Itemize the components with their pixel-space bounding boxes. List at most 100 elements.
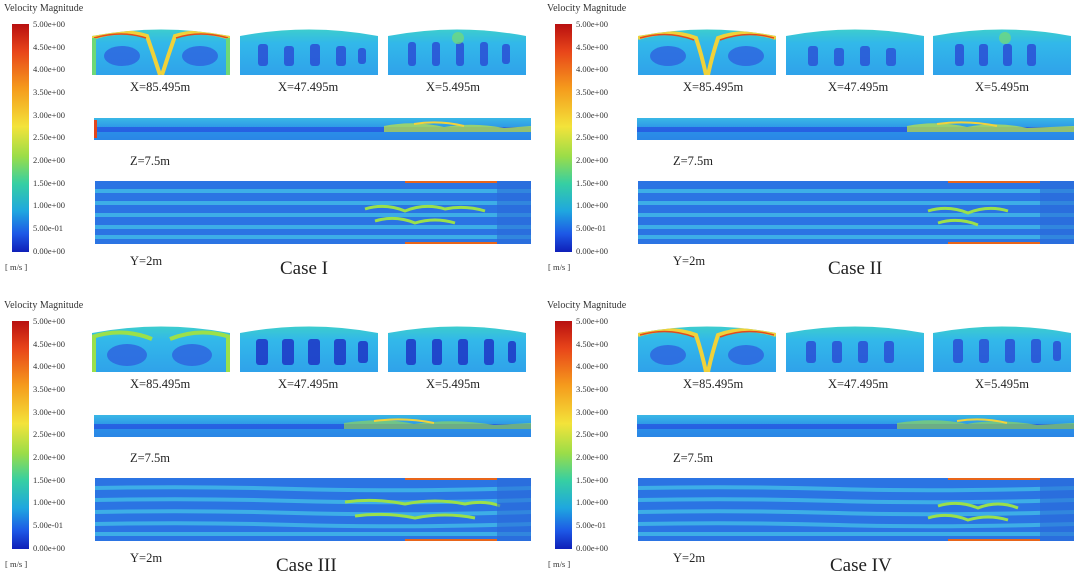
z-plane-label: Z=7.5m	[673, 154, 714, 168]
legend-title: Velocity Magnitude	[4, 300, 84, 311]
tick-label: 2.50e+00	[33, 429, 65, 439]
case-title: Case III	[276, 555, 337, 576]
tick-label: 0.00e+00	[33, 543, 65, 553]
z-plane-contour	[637, 415, 1074, 437]
x-slice-47	[786, 26, 924, 75]
tick-label: 3.00e+00	[576, 407, 608, 417]
tick-label: 5.00e-01	[33, 223, 63, 233]
tick-label: 0.00e+00	[576, 543, 608, 553]
legend-title: Velocity Magnitude	[547, 3, 627, 14]
case-title: Case I	[280, 258, 329, 279]
tick-label: 5.00e+00	[576, 19, 608, 29]
y-plane-contour	[95, 181, 531, 244]
tick-label: 4.00e+00	[33, 64, 65, 74]
y-plane-contour	[95, 478, 531, 541]
tick-label: 4.50e+00	[33, 339, 65, 349]
tick-label: 3.00e+00	[33, 407, 65, 417]
tick-label: 5.00e-01	[576, 520, 606, 530]
unit-label: [ m/s ]	[548, 559, 571, 569]
panel-case-2: Velocity Magnitude 5.00e+00 4.50e+00 4.0…	[543, 0, 1080, 288]
tick-label: 3.00e+00	[576, 110, 608, 120]
x-slice-label: X=47.495m	[278, 80, 339, 94]
panel-case-3: Velocity Magnitude 5.00e+00 4.50e+00 4.0…	[0, 297, 540, 585]
x-slice-label: X=5.495m	[426, 80, 480, 94]
x-slice-85	[92, 323, 230, 372]
legend-title: Velocity Magnitude	[547, 300, 627, 311]
z-plane-label: Z=7.5m	[130, 451, 171, 465]
panel-case-1: Velocity Magnitude 5.00e+00 4.50e+00 4.0…	[0, 0, 540, 288]
tick-label: 4.00e+00	[576, 64, 608, 74]
x-slice-5	[388, 323, 526, 372]
tick-label: 1.00e+00	[576, 497, 608, 507]
x-slice-label: X=85.495m	[683, 377, 744, 391]
unit-label: [ m/s ]	[5, 262, 28, 272]
x-slice-5	[933, 26, 1071, 75]
unit-label: [ m/s ]	[5, 559, 28, 569]
tick-label: 1.50e+00	[33, 178, 65, 188]
colorbar	[555, 321, 572, 549]
z-plane-contour	[94, 415, 531, 437]
tick-label: 2.50e+00	[576, 429, 608, 439]
colorbar	[12, 321, 29, 549]
tick-label: 1.00e+00	[33, 200, 65, 210]
z-plane-contour	[637, 118, 1074, 140]
colorbar	[12, 24, 29, 252]
tick-label: 5.00e-01	[33, 520, 63, 530]
y-plane-label: Y=2m	[673, 551, 706, 565]
tick-label: 3.50e+00	[33, 384, 65, 394]
tick-label: 4.00e+00	[576, 361, 608, 371]
case-title: Case II	[828, 258, 883, 279]
x-slice-label: X=85.495m	[130, 377, 191, 391]
tick-label: 3.50e+00	[33, 87, 65, 97]
tick-label: 5.00e+00	[576, 316, 608, 326]
case-title: Case IV	[830, 555, 892, 576]
x-slice-label: X=85.495m	[683, 80, 744, 94]
z-plane-contour	[94, 118, 531, 140]
tick-label: 4.50e+00	[576, 339, 608, 349]
x-slice-label: X=5.495m	[426, 377, 480, 391]
tick-label: 0.00e+00	[33, 246, 65, 256]
tick-label: 2.00e+00	[33, 155, 65, 165]
colorbar	[555, 24, 572, 252]
tick-label: 5.00e-01	[576, 223, 606, 233]
y-plane-label: Y=2m	[673, 254, 706, 268]
x-slice-47	[240, 323, 378, 372]
tick-label: 2.00e+00	[33, 452, 65, 462]
x-slice-label: X=5.495m	[975, 80, 1029, 94]
unit-label: [ m/s ]	[548, 262, 571, 272]
tick-label: 3.50e+00	[576, 87, 608, 97]
tick-label: 3.00e+00	[33, 110, 65, 120]
tick-label: 4.50e+00	[33, 42, 65, 52]
tick-label: 1.50e+00	[576, 178, 608, 188]
y-plane-contour	[638, 478, 1074, 541]
x-slice-47	[786, 323, 924, 372]
legend-title: Velocity Magnitude	[4, 3, 84, 14]
tick-label: 1.50e+00	[576, 475, 608, 485]
z-plane-label: Z=7.5m	[673, 451, 714, 465]
tick-label: 1.00e+00	[576, 200, 608, 210]
x-slice-label: X=47.495m	[828, 377, 889, 391]
x-slice-label: X=47.495m	[278, 377, 339, 391]
x-slice-label: X=47.495m	[828, 80, 889, 94]
y-plane-label: Y=2m	[130, 254, 163, 268]
tick-label: 4.00e+00	[33, 361, 65, 371]
x-slice-label: X=5.495m	[975, 377, 1029, 391]
y-plane-label: Y=2m	[130, 551, 163, 565]
x-slice-label: X=85.495m	[130, 80, 191, 94]
tick-label: 0.00e+00	[576, 246, 608, 256]
tick-label: 5.00e+00	[33, 316, 65, 326]
x-slice-47	[240, 26, 378, 75]
tick-label: 2.00e+00	[576, 452, 608, 462]
x-slice-85	[92, 26, 230, 75]
tick-label: 1.50e+00	[33, 475, 65, 485]
x-slice-85	[638, 323, 776, 372]
y-plane-contour	[638, 181, 1074, 244]
tick-label: 1.00e+00	[33, 497, 65, 507]
z-plane-label: Z=7.5m	[130, 154, 171, 168]
x-slice-5	[388, 26, 526, 75]
tick-label: 3.50e+00	[576, 384, 608, 394]
panel-case-4: Velocity Magnitude 5.00e+00 4.50e+00 4.0…	[543, 297, 1080, 585]
x-slice-85	[638, 26, 776, 75]
tick-label: 2.00e+00	[576, 155, 608, 165]
tick-label: 5.00e+00	[33, 19, 65, 29]
